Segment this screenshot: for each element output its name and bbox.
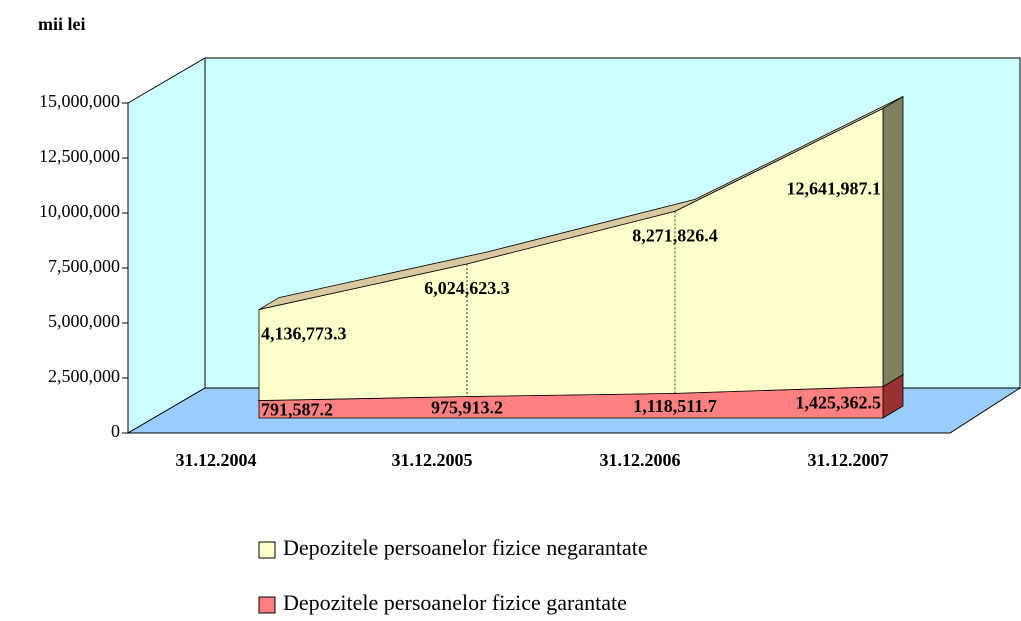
y-tick-label: 12,500,000 [39, 146, 120, 166]
y-tick-label: 15,000,000 [39, 91, 120, 111]
legend-label: Depozitele persoanelor fizice garantate [283, 590, 627, 615]
value-label: 975,913.2 [431, 397, 503, 417]
x-tick-label: 31.12.2004 [176, 450, 257, 470]
value-label: 8,271,826.4 [632, 226, 718, 246]
value-label: 1,425,362.5 [796, 392, 882, 412]
area [258, 107, 884, 401]
legend-label: Depozitele persoanelor fizice negarantat… [283, 535, 648, 560]
value-label: 6,024,623.3 [424, 278, 510, 298]
side-wall [127, 57, 206, 434]
value-label: 12,641,987.1 [787, 179, 882, 199]
y-tick-label: 5,000,000 [48, 311, 120, 331]
legend-swatch [258, 596, 276, 614]
legend-swatch [258, 541, 276, 559]
y-tick-label: 2,500,000 [48, 366, 120, 386]
value-label: 1,118,511.7 [633, 396, 717, 416]
y-axis-label: mii lei [38, 14, 86, 34]
y-tick-label: 7,500,000 [48, 256, 120, 276]
x-tick-label: 31.12.2005 [392, 450, 473, 470]
x-tick-label: 31.12.2007 [808, 450, 889, 470]
value-label: 791,587.2 [261, 399, 333, 419]
y-tick-label: 10,000,000 [39, 201, 120, 221]
y-tick-label: 0 [111, 421, 120, 441]
value-label: 4,136,773.3 [261, 324, 347, 344]
x-tick-label: 31.12.2006 [600, 450, 681, 470]
area-side [882, 95, 904, 388]
